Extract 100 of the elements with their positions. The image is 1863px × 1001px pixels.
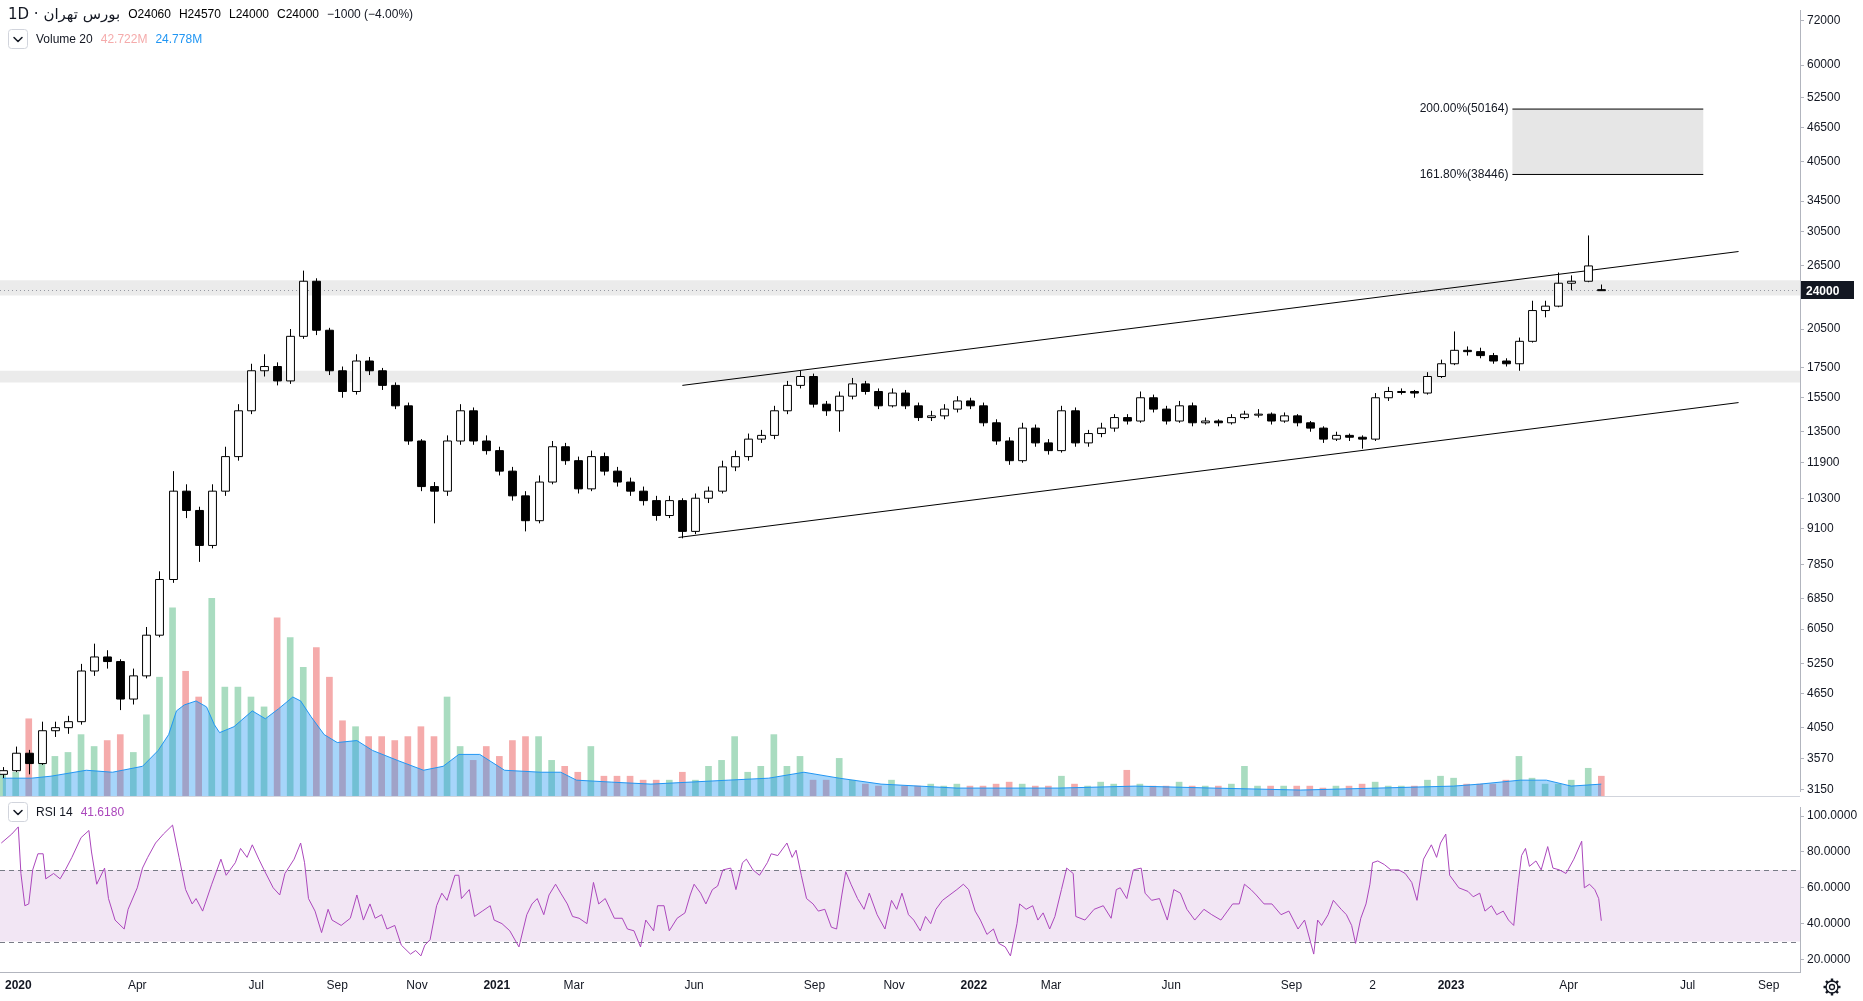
y-tick-label: 30500 — [1807, 223, 1841, 238]
bar — [509, 740, 516, 796]
chart-title: RSI 14 — [36, 805, 73, 819]
y-tick-label: 6050 — [1807, 621, 1835, 636]
y-tick-label: 9100 — [1807, 520, 1835, 535]
bar — [1476, 783, 1484, 796]
x-tick-label: 2021 — [483, 977, 511, 992]
bar — [313, 647, 320, 796]
bar — [286, 637, 294, 796]
bar — [1489, 783, 1497, 796]
bar — [482, 746, 490, 796]
bar — [326, 676, 333, 796]
bar — [927, 783, 935, 796]
candlestick — [338, 366, 347, 399]
x-tick-label: Apr — [127, 977, 147, 992]
bar — [888, 779, 895, 796]
bar — [522, 736, 529, 796]
annotation: O24060 — [128, 7, 171, 21]
y-tick-label: 6850 — [1807, 590, 1835, 605]
candlestick — [600, 452, 609, 476]
bar — [1437, 775, 1444, 796]
bar — [731, 736, 738, 796]
annotation: 24.778M — [155, 32, 203, 46]
bar — [652, 779, 660, 796]
x-tick-label: Jul — [248, 977, 264, 992]
y-tick-label: 17500 — [1807, 360, 1841, 375]
x-tick-label: 2023 — [1437, 977, 1465, 992]
y-tick-label: 3570 — [1807, 750, 1835, 765]
candlestick — [1423, 371, 1432, 396]
bar — [1123, 769, 1131, 796]
x-tick-label: Mar — [563, 977, 585, 992]
y-tick-label: 15500 — [1807, 390, 1841, 405]
series-label: 200.00%(50164) — [1419, 101, 1509, 116]
candlestick — [1437, 359, 1446, 379]
candlestick — [378, 367, 387, 391]
y-tick-label: 13500 — [1807, 424, 1841, 439]
bar — [116, 734, 124, 796]
bar — [365, 736, 372, 796]
x-tick-label: Sep — [1280, 977, 1303, 992]
bar — [496, 756, 503, 796]
y-tick-label: 5250 — [1807, 656, 1835, 671]
y-tick-label: 46500 — [1807, 120, 1841, 135]
bar — [548, 760, 555, 796]
y-tick-label: 34500 — [1807, 193, 1841, 208]
bar — [940, 785, 948, 796]
bar — [156, 676, 163, 796]
candlestick — [652, 495, 661, 522]
bar — [574, 771, 582, 796]
y-tick-label: 60000 — [1807, 57, 1841, 72]
y-tick-label: 40500 — [1807, 153, 1841, 168]
candlestick — [1136, 391, 1145, 424]
ref-line-label: 24000 — [1806, 283, 1840, 298]
x-tick-label: 2020 — [4, 977, 32, 992]
bar — [561, 765, 569, 796]
candlestick — [1175, 400, 1184, 424]
x-tick-label: Nov — [406, 977, 428, 992]
x-tick-label: Jun — [684, 977, 704, 992]
bar — [1058, 775, 1065, 796]
bar — [103, 740, 111, 796]
bar — [914, 785, 921, 796]
bar — [469, 760, 477, 796]
y-tick-label: 11900 — [1807, 455, 1840, 470]
bar — [665, 779, 673, 796]
bar — [182, 670, 189, 796]
y-tick-label: 100.0000 — [1807, 808, 1858, 823]
bar — [130, 752, 137, 796]
bar — [862, 783, 869, 796]
chart-title: 1D · بورس تهران — [8, 5, 121, 23]
bar — [1584, 767, 1592, 796]
y-tick-label: 72000 — [1807, 12, 1841, 27]
y-tick-label: 10300 — [1807, 490, 1841, 505]
x-tick-label: Jul — [1679, 977, 1696, 992]
bar — [757, 765, 765, 796]
bar — [169, 607, 176, 796]
x-tick-label: Jun — [1161, 977, 1181, 992]
bar — [679, 771, 686, 796]
y-tick-label: 4050 — [1807, 719, 1835, 734]
bar — [848, 779, 856, 796]
candlestick — [495, 446, 504, 476]
x-tick-label: Apr — [1559, 977, 1578, 992]
bar — [718, 760, 725, 796]
y-tick-label: 20500 — [1807, 321, 1841, 336]
bar — [901, 785, 908, 796]
y-tick-label: 80.0000 — [1807, 844, 1851, 859]
y-tick-label: 20.0000 — [1807, 951, 1851, 966]
candlestick — [129, 668, 138, 706]
annotation: C24000 — [277, 7, 320, 21]
bar — [705, 765, 712, 796]
bar — [339, 720, 346, 796]
bar — [1110, 783, 1118, 796]
bar — [391, 740, 399, 796]
candlestick — [430, 481, 439, 524]
x-tick-label: Nov — [883, 977, 905, 992]
bar — [208, 598, 216, 796]
y-tick-label: 3150 — [1807, 781, 1835, 796]
bar — [143, 714, 150, 796]
y-tick-label: 7850 — [1807, 557, 1835, 572]
annotation: H24570 — [178, 7, 221, 21]
bar — [1084, 785, 1091, 796]
y-tick-label: 60.0000 — [1807, 880, 1851, 895]
